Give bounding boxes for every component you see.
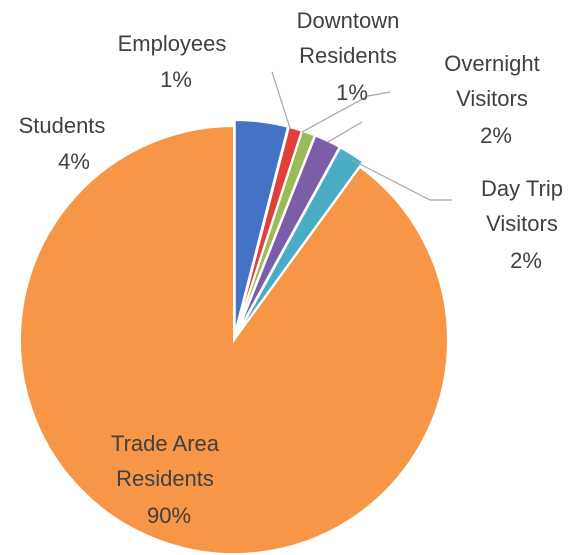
slice-label: Overnight Visitors: [444, 51, 539, 111]
slice-value-label: 1%: [160, 67, 192, 92]
leader-line: [327, 121, 363, 143]
slice-value-label: 2%: [510, 248, 542, 273]
leader-lines: [271, 71, 452, 201]
pie-slice: [236, 146, 365, 336]
slice-value-label: 4%: [58, 149, 90, 174]
leader-line: [301, 91, 391, 133]
leader-line: [271, 71, 291, 129]
slice-label: Day Trip Visitors: [481, 176, 563, 236]
leader-line: [351, 159, 452, 201]
slice-label: Students: [19, 113, 106, 138]
slice-label: Employees: [118, 31, 227, 56]
slice-value-label: 90%: [147, 503, 191, 528]
pie-slice: [19, 124, 449, 555]
slice-value-label: 1%: [336, 80, 368, 105]
slice-value-label: 2%: [480, 123, 512, 148]
slice-label: Downtown Residents: [297, 8, 400, 68]
slice-label: Trade Area Residents: [111, 431, 220, 491]
